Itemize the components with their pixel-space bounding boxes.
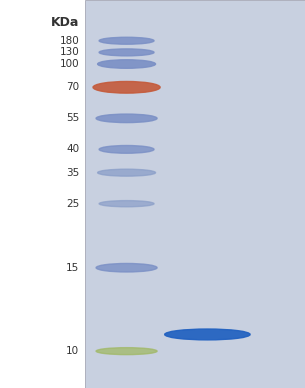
Ellipse shape — [96, 114, 157, 123]
Text: 10: 10 — [66, 346, 79, 356]
Ellipse shape — [93, 81, 160, 93]
Ellipse shape — [98, 169, 156, 176]
Text: 15: 15 — [66, 263, 79, 273]
Ellipse shape — [99, 146, 154, 153]
FancyBboxPatch shape — [85, 0, 305, 388]
Text: 35: 35 — [66, 168, 79, 178]
Text: 180: 180 — [59, 36, 79, 46]
Ellipse shape — [165, 329, 250, 340]
Ellipse shape — [99, 201, 154, 207]
Text: 40: 40 — [66, 144, 79, 154]
Ellipse shape — [98, 60, 156, 68]
Text: 70: 70 — [66, 82, 79, 92]
Text: KDa: KDa — [51, 16, 79, 29]
Text: 55: 55 — [66, 113, 79, 123]
Ellipse shape — [96, 263, 157, 272]
Ellipse shape — [99, 49, 154, 56]
Text: 25: 25 — [66, 199, 79, 209]
Text: 100: 100 — [60, 59, 79, 69]
Ellipse shape — [96, 348, 157, 355]
Text: 130: 130 — [59, 47, 79, 57]
Ellipse shape — [99, 37, 154, 44]
